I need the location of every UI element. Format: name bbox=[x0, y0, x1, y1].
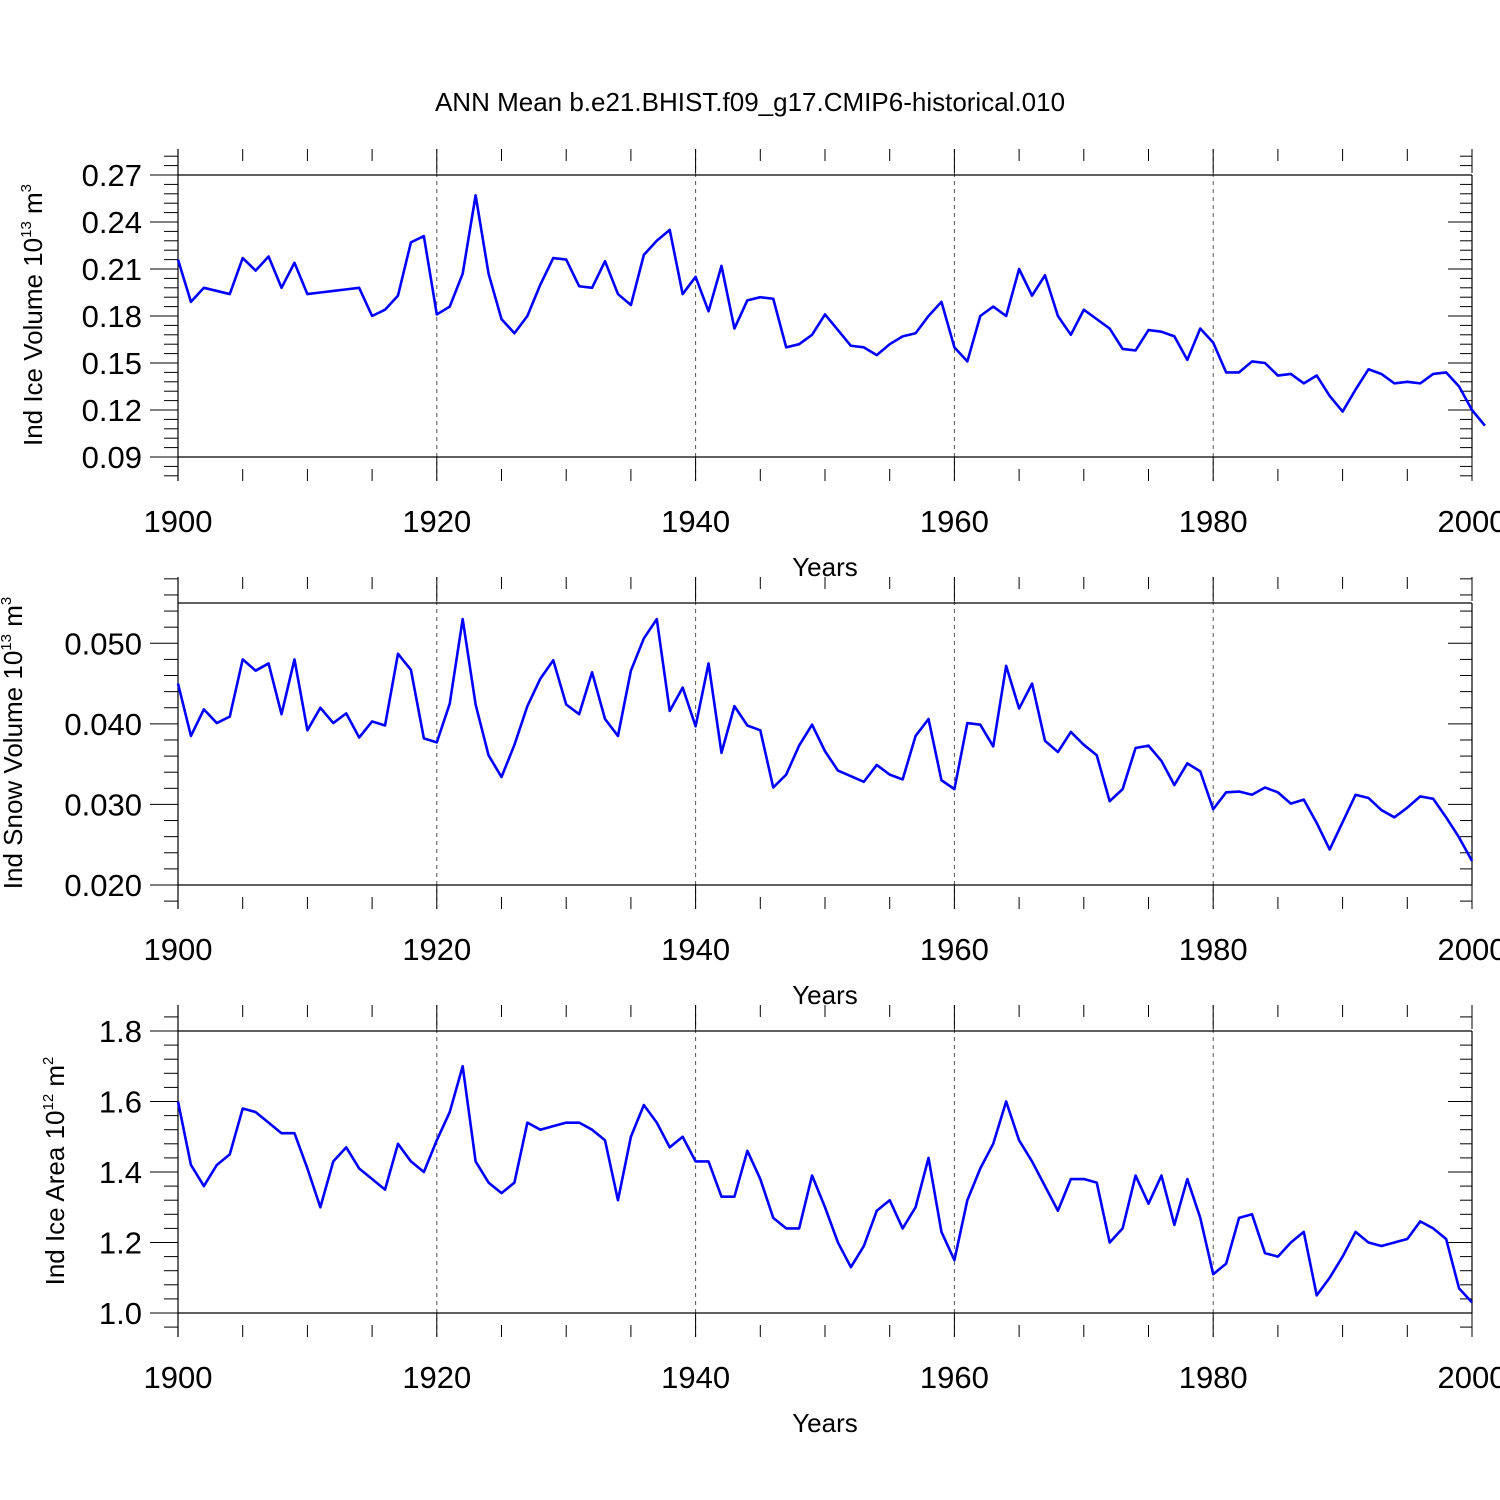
y-axis-title-unit: m bbox=[40, 1065, 70, 1094]
y-axis-title-exponent: 13 bbox=[0, 634, 15, 651]
x-tick-label: 1980 bbox=[1179, 932, 1248, 967]
x-tick-label: 2000 bbox=[1438, 1360, 1500, 1395]
y-axis-title: Ind Ice Area 1012 m2 bbox=[40, 1057, 70, 1286]
y-tick-label: 1.8 bbox=[99, 1014, 142, 1049]
y-axis-title-unit-exponent: 3 bbox=[0, 597, 15, 605]
x-tick-label: 1940 bbox=[661, 932, 730, 967]
x-tick-label: 1900 bbox=[144, 932, 213, 967]
x-tick-label: 1920 bbox=[402, 1360, 471, 1395]
x-tick-label: 1900 bbox=[144, 1360, 213, 1395]
y-tick-label: 0.050 bbox=[64, 626, 142, 661]
y-tick-label: 0.18 bbox=[82, 299, 142, 334]
y-tick-label: 1.0 bbox=[99, 1296, 142, 1331]
y-tick-label: 0.030 bbox=[64, 787, 142, 822]
y-tick-label: 0.27 bbox=[82, 158, 142, 193]
y-tick-label: 1.6 bbox=[99, 1085, 142, 1120]
y-axis-title-unit: m bbox=[18, 192, 48, 221]
y-tick-label: 0.21 bbox=[82, 252, 142, 287]
y-axis-title-main: Ind Ice Volume 10 bbox=[18, 238, 48, 446]
y-tick-label: 1.2 bbox=[99, 1226, 142, 1261]
y-axis-title: Ind Ice Volume 1013 m3 bbox=[18, 184, 48, 446]
ice-volume-panel: 0.09 0.12 0.15 0.18 0.21 0.24 0.27 1900 1920 1940… bbox=[18, 149, 1500, 582]
y-axis-title-main: Ind Snow Volume 10 bbox=[0, 651, 28, 890]
y-tick-label: 0.15 bbox=[82, 346, 142, 381]
x-tick-label: 1980 bbox=[1179, 1360, 1248, 1395]
ice-area-series-line bbox=[176, 1064, 1473, 1304]
y-tick-label: 0.24 bbox=[82, 205, 142, 240]
y-axis-title-unit: m bbox=[0, 605, 28, 634]
ice-area-panel: 1.0 1.2 1.4 1.6 1.8 1900 1920 1940 1960 1980 2000 Y… bbox=[40, 1005, 1500, 1438]
y-tick-label: 0.09 bbox=[82, 440, 142, 475]
x-tick-label: 2000 bbox=[1438, 932, 1500, 967]
y-tick-label: 0.12 bbox=[82, 393, 142, 428]
y-axis-title-unit-exponent: 2 bbox=[40, 1057, 57, 1065]
x-tick-label: 1920 bbox=[402, 504, 471, 539]
snow-volume-panel: 0.020 0.030 0.040 0.050 1900 1920 1940 1960 1980… bbox=[0, 577, 1500, 1010]
y-axis-title-main: Ind Ice Area 10 bbox=[40, 1111, 70, 1286]
snow-volume-series-line bbox=[176, 617, 1474, 862]
y-tick-label: 0.020 bbox=[64, 868, 142, 903]
y-axis-title: Ind Snow Volume 1013 m3 bbox=[0, 597, 28, 889]
ice-volume-series-line bbox=[176, 194, 1486, 427]
x-tick-label: 1980 bbox=[1179, 504, 1248, 539]
x-tick-label: 1920 bbox=[402, 932, 471, 967]
y-tick-label: 1.4 bbox=[99, 1155, 142, 1190]
x-axis-title: Years bbox=[792, 1408, 858, 1438]
x-tick-label: 1940 bbox=[661, 1360, 730, 1395]
y-axis-title-exponent: 12 bbox=[40, 1094, 57, 1111]
x-tick-label: 2000 bbox=[1438, 504, 1500, 539]
x-tick-label: 1960 bbox=[920, 1360, 989, 1395]
x-tick-label: 1940 bbox=[661, 504, 730, 539]
x-tick-label: 1960 bbox=[920, 504, 989, 539]
chart-title: ANN Mean b.e21.BHIST.f09_g17.CMIP6-histo… bbox=[435, 87, 1065, 117]
x-tick-label: 1960 bbox=[920, 932, 989, 967]
y-axis-title-exponent: 13 bbox=[18, 221, 35, 238]
y-tick-label: 0.040 bbox=[64, 707, 142, 742]
x-tick-label: 1900 bbox=[144, 504, 213, 539]
y-axis-title-unit-exponent: 3 bbox=[18, 184, 35, 192]
